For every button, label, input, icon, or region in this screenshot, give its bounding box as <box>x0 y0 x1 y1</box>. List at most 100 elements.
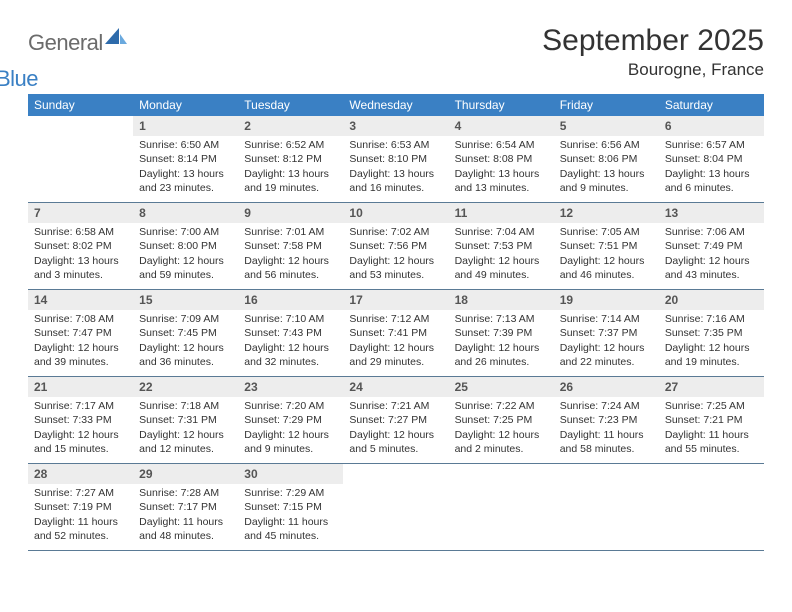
logo-sail-icon <box>105 33 127 50</box>
day-cell <box>28 116 133 202</box>
header: General Blue September 2025 Bourogne, Fr… <box>28 24 764 82</box>
daylight-text: Daylight: 12 hours and 39 minutes. <box>34 341 127 369</box>
day-number: 30 <box>238 464 343 484</box>
sunrise-text: Sunrise: 7:18 AM <box>139 399 232 413</box>
daylight-text: Daylight: 12 hours and 43 minutes. <box>665 254 758 282</box>
day-cell: 12Sunrise: 7:05 AMSunset: 7:51 PMDayligh… <box>554 203 659 289</box>
dow-cell: Sunday <box>28 94 133 116</box>
day-body: Sunrise: 7:10 AMSunset: 7:43 PMDaylight:… <box>238 310 343 373</box>
day-body: Sunrise: 7:02 AMSunset: 7:56 PMDaylight:… <box>343 223 448 286</box>
sunrise-text: Sunrise: 7:24 AM <box>560 399 653 413</box>
sunrise-text: Sunrise: 7:13 AM <box>455 312 548 326</box>
day-number: 5 <box>554 116 659 136</box>
day-number: 11 <box>449 203 554 223</box>
sunset-text: Sunset: 8:00 PM <box>139 239 232 253</box>
day-number: 7 <box>28 203 133 223</box>
sunset-text: Sunset: 8:04 PM <box>665 152 758 166</box>
day-body: Sunrise: 7:16 AMSunset: 7:35 PMDaylight:… <box>659 310 764 373</box>
sunrise-text: Sunrise: 7:28 AM <box>139 486 232 500</box>
sunrise-text: Sunrise: 7:05 AM <box>560 225 653 239</box>
daylight-text: Daylight: 12 hours and 9 minutes. <box>244 428 337 456</box>
sunrise-text: Sunrise: 7:25 AM <box>665 399 758 413</box>
sunrise-text: Sunrise: 6:56 AM <box>560 138 653 152</box>
day-number: 8 <box>133 203 238 223</box>
daylight-text: Daylight: 12 hours and 56 minutes. <box>244 254 337 282</box>
sunrise-text: Sunrise: 7:22 AM <box>455 399 548 413</box>
daylight-text: Daylight: 12 hours and 49 minutes. <box>455 254 548 282</box>
day-cell <box>343 464 448 550</box>
sunset-text: Sunset: 7:39 PM <box>455 326 548 340</box>
sunset-text: Sunset: 7:47 PM <box>34 326 127 340</box>
dow-cell: Saturday <box>659 94 764 116</box>
sunset-text: Sunset: 7:51 PM <box>560 239 653 253</box>
page-title: September 2025 <box>542 24 764 58</box>
sunrise-text: Sunrise: 7:16 AM <box>665 312 758 326</box>
day-cell <box>449 464 554 550</box>
logo-text-blue: Blue <box>0 66 97 92</box>
day-number: 13 <box>659 203 764 223</box>
day-body: Sunrise: 7:09 AMSunset: 7:45 PMDaylight:… <box>133 310 238 373</box>
day-number: 1 <box>133 116 238 136</box>
day-body: Sunrise: 7:18 AMSunset: 7:31 PMDaylight:… <box>133 397 238 460</box>
day-cell <box>659 464 764 550</box>
daylight-text: Daylight: 13 hours and 16 minutes. <box>349 167 442 195</box>
sunset-text: Sunset: 7:35 PM <box>665 326 758 340</box>
daylight-text: Daylight: 11 hours and 52 minutes. <box>34 515 127 543</box>
day-number: 25 <box>449 377 554 397</box>
daylight-text: Daylight: 11 hours and 58 minutes. <box>560 428 653 456</box>
sunrise-text: Sunrise: 7:14 AM <box>560 312 653 326</box>
day-cell <box>554 464 659 550</box>
day-cell: 23Sunrise: 7:20 AMSunset: 7:29 PMDayligh… <box>238 377 343 463</box>
sunset-text: Sunset: 7:37 PM <box>560 326 653 340</box>
sunset-text: Sunset: 8:10 PM <box>349 152 442 166</box>
sunrise-text: Sunrise: 6:58 AM <box>34 225 127 239</box>
day-number: 23 <box>238 377 343 397</box>
day-cell: 30Sunrise: 7:29 AMSunset: 7:15 PMDayligh… <box>238 464 343 550</box>
daylight-text: Daylight: 12 hours and 22 minutes. <box>560 341 653 369</box>
day-number: 21 <box>28 377 133 397</box>
day-number: 12 <box>554 203 659 223</box>
sunset-text: Sunset: 8:14 PM <box>139 152 232 166</box>
day-number: 26 <box>554 377 659 397</box>
sunset-text: Sunset: 7:21 PM <box>665 413 758 427</box>
day-cell: 10Sunrise: 7:02 AMSunset: 7:56 PMDayligh… <box>343 203 448 289</box>
daylight-text: Daylight: 12 hours and 5 minutes. <box>349 428 442 456</box>
calendar: SundayMondayTuesdayWednesdayThursdayFrid… <box>28 94 764 551</box>
day-cell: 2Sunrise: 6:52 AMSunset: 8:12 PMDaylight… <box>238 116 343 202</box>
sunset-text: Sunset: 7:45 PM <box>139 326 232 340</box>
day-number: 18 <box>449 290 554 310</box>
day-of-week-header: SundayMondayTuesdayWednesdayThursdayFrid… <box>28 94 764 116</box>
sunset-text: Sunset: 7:27 PM <box>349 413 442 427</box>
daylight-text: Daylight: 11 hours and 45 minutes. <box>244 515 337 543</box>
day-body: Sunrise: 7:17 AMSunset: 7:33 PMDaylight:… <box>28 397 133 460</box>
daylight-text: Daylight: 13 hours and 13 minutes. <box>455 167 548 195</box>
day-body: Sunrise: 7:22 AMSunset: 7:25 PMDaylight:… <box>449 397 554 460</box>
day-cell: 18Sunrise: 7:13 AMSunset: 7:39 PMDayligh… <box>449 290 554 376</box>
day-number: 27 <box>659 377 764 397</box>
week-row: 7Sunrise: 6:58 AMSunset: 8:02 PMDaylight… <box>28 203 764 290</box>
sunrise-text: Sunrise: 7:09 AM <box>139 312 232 326</box>
day-body: Sunrise: 6:50 AMSunset: 8:14 PMDaylight:… <box>133 136 238 199</box>
sunset-text: Sunset: 7:31 PM <box>139 413 232 427</box>
sunset-text: Sunset: 7:15 PM <box>244 500 337 514</box>
sunrise-text: Sunrise: 7:08 AM <box>34 312 127 326</box>
day-body: Sunrise: 7:21 AMSunset: 7:27 PMDaylight:… <box>343 397 448 460</box>
daylight-text: Daylight: 12 hours and 53 minutes. <box>349 254 442 282</box>
day-number: 28 <box>28 464 133 484</box>
week-row: 21Sunrise: 7:17 AMSunset: 7:33 PMDayligh… <box>28 377 764 464</box>
day-cell: 22Sunrise: 7:18 AMSunset: 7:31 PMDayligh… <box>133 377 238 463</box>
sunset-text: Sunset: 7:23 PM <box>560 413 653 427</box>
day-cell: 11Sunrise: 7:04 AMSunset: 7:53 PMDayligh… <box>449 203 554 289</box>
day-cell: 7Sunrise: 6:58 AMSunset: 8:02 PMDaylight… <box>28 203 133 289</box>
sunset-text: Sunset: 8:08 PM <box>455 152 548 166</box>
day-body: Sunrise: 7:25 AMSunset: 7:21 PMDaylight:… <box>659 397 764 460</box>
sunrise-text: Sunrise: 7:21 AM <box>349 399 442 413</box>
sunrise-text: Sunrise: 7:20 AM <box>244 399 337 413</box>
day-number: 14 <box>28 290 133 310</box>
day-cell: 21Sunrise: 7:17 AMSunset: 7:33 PMDayligh… <box>28 377 133 463</box>
day-body: Sunrise: 7:01 AMSunset: 7:58 PMDaylight:… <box>238 223 343 286</box>
day-cell: 29Sunrise: 7:28 AMSunset: 7:17 PMDayligh… <box>133 464 238 550</box>
day-body: Sunrise: 7:05 AMSunset: 7:51 PMDaylight:… <box>554 223 659 286</box>
sunrise-text: Sunrise: 6:57 AM <box>665 138 758 152</box>
day-cell: 24Sunrise: 7:21 AMSunset: 7:27 PMDayligh… <box>343 377 448 463</box>
